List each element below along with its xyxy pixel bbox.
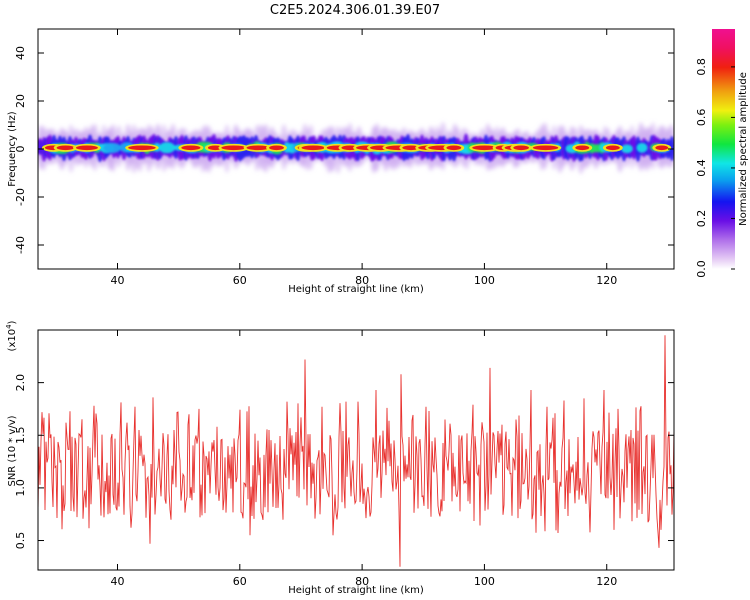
- spectrogram-band-core: [103, 142, 121, 154]
- spectrogram-y-tick-label-2: 0: [14, 146, 27, 153]
- spectrogram-band-core: [621, 144, 633, 154]
- spectrogram-peak-core-1: [56, 145, 75, 151]
- colorbar-tick-label-4: 0.8: [695, 58, 708, 76]
- spectrogram-y-tick-label-0: 40: [14, 46, 27, 60]
- snr-series-line: [38, 335, 674, 567]
- spectrogram-band-core: [636, 142, 648, 153]
- colorbar-tick-label-0: 0.0: [695, 260, 708, 278]
- snr-x-tick-label-60: 60: [233, 575, 247, 588]
- snr-y-tick-label-2: 1.5: [14, 427, 27, 445]
- spectrogram-peak-core-24: [532, 145, 559, 151]
- spectrogram-peak-core-5: [207, 145, 223, 151]
- snr-y-tick-label-0: 0.5: [14, 532, 27, 550]
- spectrogram-heatmap: [38, 121, 674, 174]
- colorbar-ticks: 0.0 0.2 0.4 0.6 0.8: [695, 58, 735, 278]
- spectrogram-band-core: [158, 142, 176, 154]
- snr-x-tick-label-100: 100: [474, 575, 495, 588]
- spectrogram-peak-core-25: [575, 145, 590, 151]
- spectrogram-peak-core-19: [446, 145, 462, 151]
- snr-x-tick-label-40: 40: [111, 575, 125, 588]
- snr-y-ticks: 0.5 1.0 1.5 2.0: [14, 374, 674, 549]
- spectrogram-panel: 40 60 80 100 120 40 20 0 -20 -40 Height of strai…: [7, 28, 675, 295]
- chart-title: C2E5.2024.306.01.39.E07: [270, 3, 440, 18]
- spectrogram-y-tick-label-1: 20: [14, 94, 27, 108]
- colorbar-tick-label-1: 0.2: [695, 210, 708, 228]
- snr-y-axis-label: SNR (10 * v/v): [7, 415, 18, 486]
- spectrogram-peak-core-4: [181, 145, 201, 151]
- spectrogram-x-tick-label-40: 40: [111, 274, 125, 287]
- spectrogram-y-tick-label-4: -40: [14, 236, 27, 254]
- colorbar-gradient: [712, 29, 735, 269]
- colorbar: 0.0 0.2 0.4 0.6 0.8 Normalized spectral ampl…: [695, 29, 749, 278]
- spectrogram-x-ticks: 40 60 80 100 120: [111, 29, 617, 287]
- spectrogram-x-tick-label-60: 60: [233, 274, 247, 287]
- snr-x-ticks: 40 60 80 100 120: [111, 330, 617, 588]
- snr-x-axis-label: Height of straight line (km): [288, 585, 424, 596]
- spectrogram-peak-core-26: [605, 145, 620, 151]
- spectrogram-x-tick-label-80: 80: [355, 274, 369, 287]
- spectrogram-peak-core-27: [655, 145, 669, 151]
- snr-panel: 40 60 80 100 120 0.5 1.0 1.5 2.0 Height of stra…: [5, 320, 675, 596]
- snr-x-tick-label-80: 80: [355, 575, 369, 588]
- spectrogram-peak-core-8: [269, 145, 284, 151]
- snr-multiplier-label: (x104): [5, 320, 18, 351]
- spectrogram-peak-core-16: [402, 145, 420, 151]
- spectrogram-peak-core-6: [221, 145, 246, 151]
- colorbar-label: Normalized spectral amplitude: [738, 72, 749, 226]
- spectrogram-peak-core-3: [128, 145, 156, 151]
- spectrogram-peak-core-20: [472, 145, 497, 151]
- spectrogram-peak-core-10: [301, 145, 325, 151]
- snr-y-tick-label-3: 2.0: [14, 374, 27, 392]
- spectrogram-x-axis-label: Height of straight line (km): [288, 284, 424, 295]
- spectrogram-x-tick-label-100: 100: [474, 274, 495, 287]
- spectrogram-y-axis-label: Frequency (Hz): [7, 111, 18, 187]
- snr-x-tick-label-120: 120: [596, 575, 617, 588]
- spectrogram-peak-core-2: [76, 145, 98, 151]
- spectrogram-y-tick-label-3: -20: [14, 188, 27, 206]
- spectrogram-peak-core-23: [513, 145, 529, 151]
- spectrogram-y-ticks: 40 20 0 -20 -40: [14, 46, 674, 254]
- snr-frame: [37, 329, 675, 571]
- colorbar-tick-label-2: 0.4: [695, 159, 708, 177]
- colorbar-tick-label-3: 0.6: [695, 109, 708, 127]
- snr-y-tick-label-1: 1.0: [14, 479, 27, 497]
- spectrogram-peak-core-7: [246, 145, 270, 151]
- spectrogram-x-tick-label-120: 120: [596, 274, 617, 287]
